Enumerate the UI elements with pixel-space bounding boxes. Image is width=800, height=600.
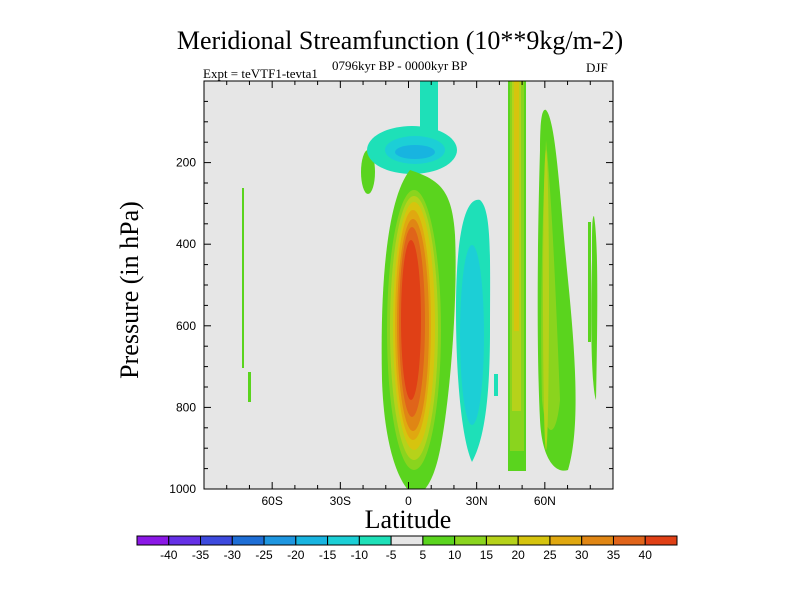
y-tick-label: 200 xyxy=(176,156,196,170)
colorbar-label: -10 xyxy=(351,548,369,562)
axes: 60S 30S 0 30N 60N 200 400 600 800 1000 xyxy=(169,80,614,508)
y-tick-label: 600 xyxy=(176,319,196,333)
x-tick-label: 0 xyxy=(405,494,412,508)
contour-fill xyxy=(401,240,421,400)
contour-fill xyxy=(591,216,598,400)
colorbar-label: 35 xyxy=(607,548,621,562)
colorbar-label: 40 xyxy=(639,548,653,562)
colorbar-label: 15 xyxy=(480,548,494,562)
colorbar-box xyxy=(644,535,678,546)
colorbar-label: -25 xyxy=(255,548,273,562)
chart-title: Meridional Streamfunction (10**9kg/m-2) xyxy=(176,26,624,55)
colorbar-label: 20 xyxy=(511,548,525,562)
colorbar-box xyxy=(612,535,646,546)
colorbar-labels: -40 -35 -30 -25 -20 -15 -10 -5 5 10 15 20 25 30 35 40 xyxy=(160,548,652,562)
colorbar-boxes xyxy=(136,535,678,546)
colorbar-label: -5 xyxy=(386,548,397,562)
colorbar-box xyxy=(517,535,551,546)
colorbar-box xyxy=(327,535,360,546)
colorbar-box xyxy=(231,535,265,546)
x-axis-label: Latitude xyxy=(364,505,452,534)
contour-fill xyxy=(588,222,591,342)
colorbar-label: -20 xyxy=(287,548,305,562)
contour-fills xyxy=(242,81,598,489)
colorbar-box xyxy=(454,535,487,546)
y-tick-label: 1000 xyxy=(169,482,196,496)
colorbar-label: 5 xyxy=(420,548,427,562)
experiment-label: Expt = teVTF1-tevta1 xyxy=(203,66,318,81)
x-tick-label: 60S xyxy=(261,494,282,508)
colorbar-box xyxy=(422,535,456,546)
contour-fill xyxy=(248,372,251,402)
x-tick-label: 30N xyxy=(466,494,488,508)
time-range-label: 0796kyr BP - 0000kyr BP xyxy=(332,58,468,73)
season-label: DJF xyxy=(586,60,608,75)
colorbar-box xyxy=(485,535,519,546)
colorbar-box xyxy=(390,535,424,546)
contour-fill xyxy=(361,150,375,194)
colorbar-label: -40 xyxy=(160,548,178,562)
x-tick-label: 60N xyxy=(534,494,556,508)
colorbar-box xyxy=(136,535,170,546)
contour-fill xyxy=(242,188,244,368)
contour-fill xyxy=(494,374,498,396)
colorbar-label: 30 xyxy=(575,548,589,562)
contour-fill xyxy=(514,81,519,331)
colorbar-label: 10 xyxy=(448,548,462,562)
contour-fill xyxy=(543,150,549,450)
colorbar-box xyxy=(168,535,202,546)
y-tick-label: 800 xyxy=(176,400,196,414)
colorbar-label: -15 xyxy=(319,548,337,562)
contour-fill xyxy=(460,245,484,425)
colorbar-box xyxy=(549,535,583,546)
colorbar-box xyxy=(200,535,233,546)
colorbar-box xyxy=(358,535,392,546)
colorbar-box xyxy=(263,535,297,546)
colorbar-label: 25 xyxy=(543,548,557,562)
y-tick-label: 400 xyxy=(176,237,196,251)
colorbar-label: -30 xyxy=(224,548,242,562)
colorbar-label: -35 xyxy=(192,548,210,562)
contour-fill xyxy=(395,145,435,159)
colorbar-box xyxy=(581,535,614,546)
colorbar-box xyxy=(295,535,329,546)
x-tick-label: 30S xyxy=(330,494,351,508)
